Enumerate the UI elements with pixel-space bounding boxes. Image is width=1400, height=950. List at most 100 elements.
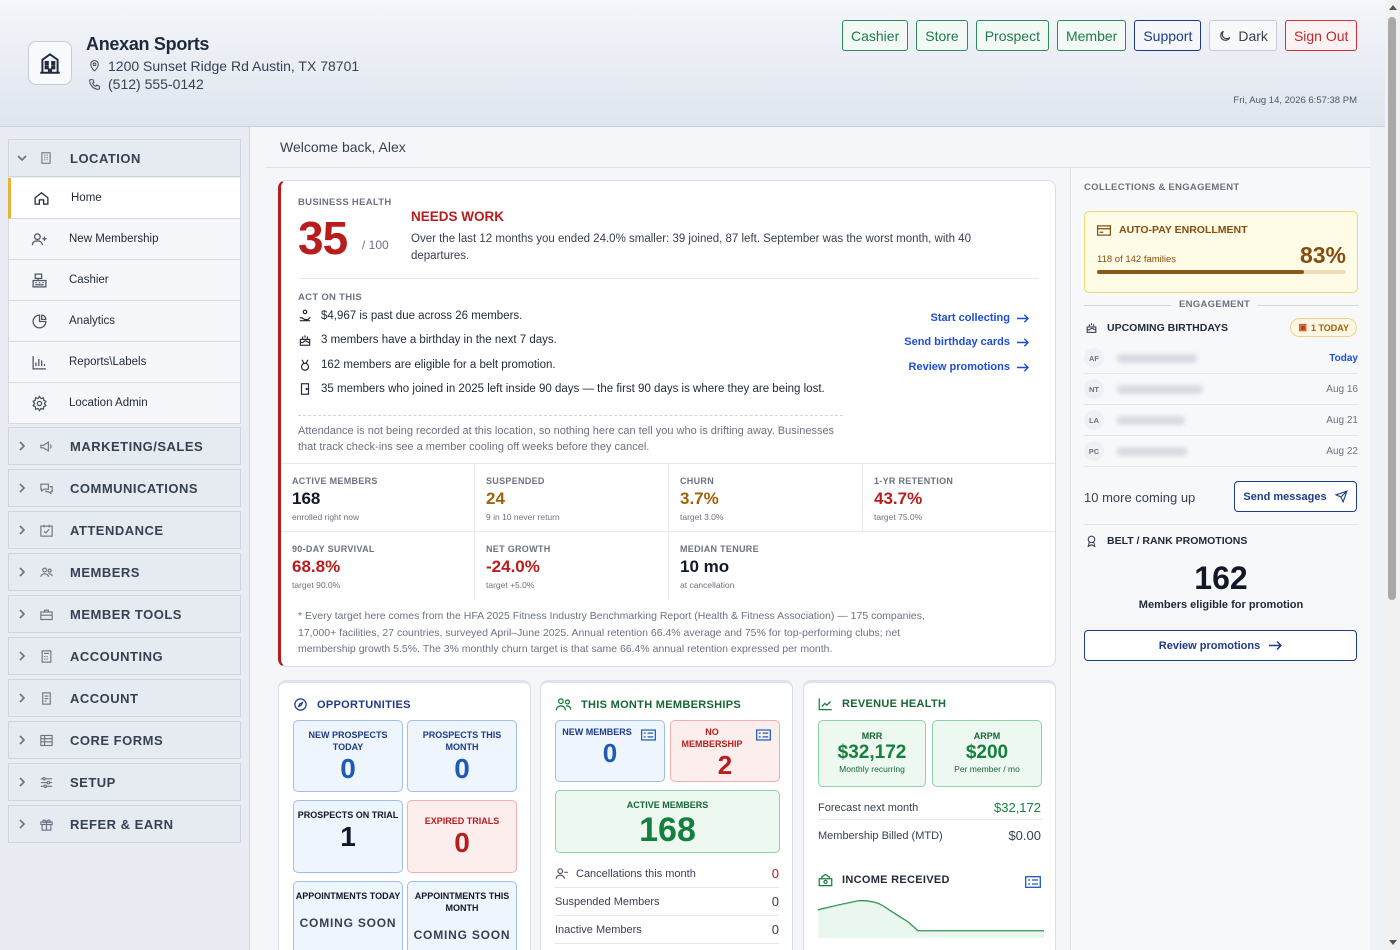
prospect-button[interactable]: Prospect	[975, 20, 1049, 51]
health-score-denominator: / 100	[362, 238, 389, 252]
cashier-button[interactable]: Cashier	[842, 20, 909, 51]
avatar: NT	[1084, 379, 1104, 399]
user-minus-icon	[555, 868, 568, 879]
dark-mode-button[interactable]: Dark	[1209, 20, 1277, 51]
sidebar-item-label: Analytics	[69, 315, 116, 327]
tile-prospects-this-month[interactable]: PROSPECTS THIS MONTH 0	[407, 720, 517, 792]
health-status: NEEDS WORK	[411, 209, 505, 224]
page-scrollbar[interactable]	[1385, 0, 1400, 950]
send-messages-button[interactable]: Send messages	[1234, 481, 1357, 512]
tile-appointments-today[interactable]: APPOINTMENTS TODAY COMING SOON	[293, 881, 403, 950]
store-button[interactable]: Store	[916, 20, 968, 51]
sidebar-section-label: ACCOUNT	[70, 690, 139, 706]
chevron-right-icon	[9, 818, 35, 830]
scroll-up-icon[interactable]	[1389, 5, 1397, 10]
action-text: 162 members are eligible for a belt prom…	[321, 359, 556, 371]
sidebar-section-refer-earn[interactable]: REFER & EARN	[8, 805, 241, 843]
start-collecting-link[interactable]: Start collecting	[931, 312, 1029, 324]
sidebar-section-label: SETUP	[70, 774, 116, 790]
door-icon	[298, 382, 312, 396]
sidebar-section-accounting[interactable]: ACCOUNTING	[8, 637, 241, 675]
metric-value: 168	[292, 489, 321, 508]
main-content: Welcome back, Alex BUSINESS HEALTH 35 / …	[250, 127, 1370, 950]
sidebar-section-attendance[interactable]: ATTENDANCE	[8, 511, 241, 549]
sidebar-item-location-admin[interactable]: Location Admin	[8, 383, 241, 424]
moon-icon	[1220, 30, 1231, 41]
benchmark-footnote: * Every target here comes from the HFA 2…	[298, 610, 925, 655]
action-text: $4,967 is past due across 26 members.	[321, 310, 523, 322]
sidebar-section-label: ATTENDANCE	[70, 522, 164, 538]
phone-text: (512) 555-0142	[108, 76, 204, 92]
tile-new-members[interactable]: NEW MEMBERS 0	[555, 720, 665, 782]
review-promotions-button[interactable]: Review promotions	[1084, 630, 1357, 661]
sidebar-section-account[interactable]: ACCOUNT	[8, 679, 241, 717]
sidebar-section-members[interactable]: MEMBERS	[8, 553, 241, 591]
tile-new-prospects-today[interactable]: NEW PROSPECTS TODAY 0	[293, 720, 403, 792]
sidebar-item-reports-labels[interactable]: Reports\Labels	[8, 342, 241, 383]
badge-text: 1 TODAY	[1310, 322, 1349, 333]
send-icon	[1334, 490, 1348, 503]
send-birthday-cards-link[interactable]: Send birthday cards	[904, 336, 1029, 348]
tile-value: 0	[340, 753, 356, 784]
credit-card-icon	[1097, 224, 1111, 236]
tile-active-members[interactable]: ACTIVE MEMBERS 168	[555, 790, 780, 853]
sidebar-section-member-tools[interactable]: MEMBER TOOLS	[8, 595, 241, 633]
sidebar-section-marketing-sales[interactable]: MARKETING/SALES	[8, 427, 241, 465]
avatar: LA	[1084, 410, 1104, 430]
tile-no-membership[interactable]: NO MEMBERSHIP 2	[670, 720, 780, 782]
member-button[interactable]: Member	[1056, 20, 1127, 51]
trend-chart-icon	[818, 698, 832, 711]
tile-appointments-this-month[interactable]: APPOINTMENTS THIS MONTH COMING SOON	[407, 881, 517, 950]
birthday-row[interactable]: AF Today	[1084, 343, 1358, 374]
scroll-thumb[interactable]	[1388, 17, 1396, 600]
chevron-right-icon	[9, 734, 35, 746]
more-birthdays-text: 10 more coming up	[1084, 490, 1196, 505]
arrow-right-icon	[1269, 640, 1283, 651]
sidebar-section-communications[interactable]: COMMUNICATIONS	[8, 469, 241, 507]
sidebar-item-label: Cashier	[69, 274, 109, 286]
sign-out-button[interactable]: Sign Out	[1284, 20, 1358, 51]
income-title: INCOME RECEIVED	[842, 874, 950, 886]
autopay-header: AUTO-PAY ENROLLMENT	[1097, 224, 1248, 236]
compass-icon	[294, 698, 307, 711]
sidebar-section-label: CORE FORMS	[70, 732, 164, 748]
review-promotions-link[interactable]: Review promotions	[909, 361, 1029, 373]
birthday-row[interactable]: PC Aug 22	[1084, 436, 1358, 467]
tile-label: NEW MEMBERS	[562, 727, 632, 737]
avatar: PC	[1084, 441, 1104, 461]
sidebar-item-home[interactable]: Home	[8, 178, 241, 219]
chevron-right-icon	[9, 482, 35, 494]
sidebar-section-label: MARKETING/SALES	[70, 438, 204, 454]
sidebar-section-location[interactable]: LOCATION	[8, 139, 241, 177]
birthday-date: Aug 22	[1326, 445, 1358, 457]
tile-prospects-on-trial[interactable]: PROSPECTS ON TRIAL 1	[293, 800, 403, 873]
account-icon	[35, 691, 57, 706]
sidebar-section-setup[interactable]: SETUP	[8, 763, 241, 801]
birthday-row[interactable]: LA Aug 21	[1084, 405, 1358, 436]
tile-expired-trials[interactable]: EXPIRED TRIALS 0	[407, 800, 517, 873]
autopay-enrollment[interactable]: AUTO-PAY ENROLLMENT 118 of 142 families …	[1084, 211, 1358, 293]
business-health-label: BUSINESS HEALTH	[298, 197, 392, 208]
metric-value: 24	[486, 489, 505, 508]
action-item: 3 members have a birthday in the next 7 …	[298, 333, 557, 347]
divider	[265, 167, 1370, 168]
sidebar-item-label: Location Admin	[69, 397, 148, 409]
attendance-note: Attendance is not being recorded at this…	[298, 415, 843, 455]
metric-sub: target +5.0%	[486, 580, 535, 590]
cancellations-row[interactable]: Cancellations this month 0	[555, 860, 779, 888]
tile-value: 0	[602, 738, 618, 768]
suspended-members-row[interactable]: Suspended Members 0	[555, 888, 779, 916]
birthday-row[interactable]: NT Aug 16	[1084, 374, 1358, 405]
list-icon[interactable]	[1025, 876, 1041, 888]
inactive-members-row[interactable]: Inactive Members 0	[555, 916, 779, 944]
sidebar-item-new-membership[interactable]: New Membership	[8, 219, 241, 260]
building-icon	[28, 41, 72, 85]
birthdays-title: UPCOMING BIRTHDAYS	[1107, 321, 1228, 334]
sidebar-item-cashier[interactable]: Cashier	[8, 260, 241, 301]
sidebar-item-analytics[interactable]: Analytics	[8, 301, 241, 342]
tile-label: APPOINTMENTS TODAY	[295, 891, 401, 901]
top-bar: Anexan Sports 1200 Sunset Ridge Rd Austi…	[0, 0, 1385, 127]
support-button[interactable]: Support	[1134, 20, 1202, 51]
scroll-down-icon[interactable]	[1389, 940, 1397, 945]
sidebar-section-core-forms[interactable]: CORE FORMS	[8, 721, 241, 759]
